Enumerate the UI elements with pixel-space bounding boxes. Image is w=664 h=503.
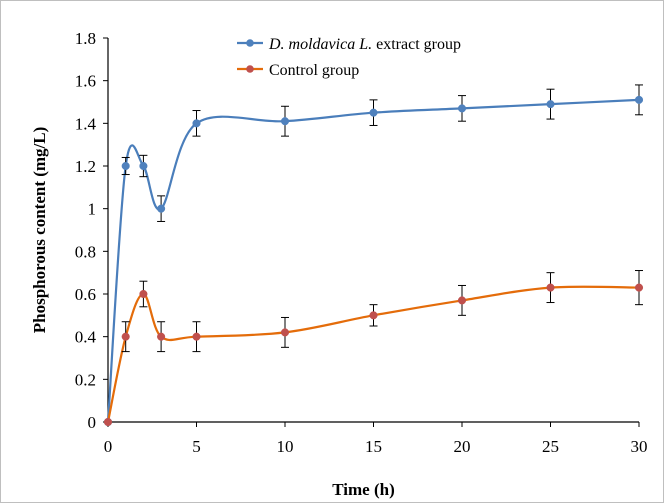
data-point <box>157 332 166 341</box>
series-1 <box>103 84 644 427</box>
data-point <box>634 283 644 292</box>
y-tick-label: 0.6 <box>75 285 96 304</box>
x-tick-label: 0 <box>104 437 113 456</box>
data-point <box>634 95 644 104</box>
data-point <box>457 296 467 305</box>
y-ticks: 0 0.2 0.4 0.6 0.8 1 1.2 1.4 1.6 1.8 <box>75 29 108 432</box>
legend-entry-label: Control group <box>269 62 359 79</box>
data-point <box>139 289 148 299</box>
data-point <box>121 161 130 171</box>
y-tick-label: 1.4 <box>75 114 97 133</box>
x-tick-label: 5 <box>192 437 201 456</box>
data-point <box>369 108 378 117</box>
x-tick-label: 20 <box>454 437 471 456</box>
legend-entry-label: D. moldavica L. extract group <box>268 36 461 53</box>
y-tick-label: 0.4 <box>75 328 97 347</box>
y-tick-label: 0 <box>88 413 97 432</box>
data-point <box>139 161 148 171</box>
y-axis-title: Phosphorous content (mg/L) <box>30 127 49 334</box>
y-tick-label: 1 <box>88 200 97 219</box>
series-line <box>106 285 640 423</box>
data-point <box>457 104 467 113</box>
series-2 <box>103 270 644 427</box>
legend-marker <box>246 39 254 47</box>
y-tick-label: 1.6 <box>75 72 96 91</box>
data-point <box>546 100 555 109</box>
y-tick-label: 0.8 <box>75 242 96 261</box>
x-tick-label: 10 <box>277 437 294 456</box>
x-ticks: 0 5 10 15 20 25 30 <box>104 422 648 456</box>
plot-area <box>103 84 644 427</box>
x-tick-label: 30 <box>631 437 648 456</box>
y-tick-label: 1.8 <box>75 29 96 48</box>
legend-marker <box>246 65 254 73</box>
legend-entry-rest-part: extract group <box>372 36 461 53</box>
y-tick-label: 0.2 <box>75 370 96 389</box>
data-point <box>157 204 166 213</box>
data-point <box>280 117 290 126</box>
series-line <box>106 98 640 423</box>
x-tick-label: 25 <box>542 437 559 456</box>
x-axis-title: Time (h) <box>332 480 395 499</box>
data-point <box>280 328 290 337</box>
legend: D. moldavica L. extract group Control gro… <box>237 36 461 79</box>
y-tick-label: 1.2 <box>75 157 96 176</box>
axes <box>107 38 639 423</box>
legend-entry-italic-part: D. moldavica L. <box>268 36 372 53</box>
data-point <box>192 119 201 128</box>
x-tick-label: 15 <box>365 437 382 456</box>
data-point <box>192 332 201 341</box>
data-point <box>369 311 378 320</box>
data-point <box>546 283 555 292</box>
data-point <box>103 417 113 427</box>
data-point <box>121 332 130 341</box>
